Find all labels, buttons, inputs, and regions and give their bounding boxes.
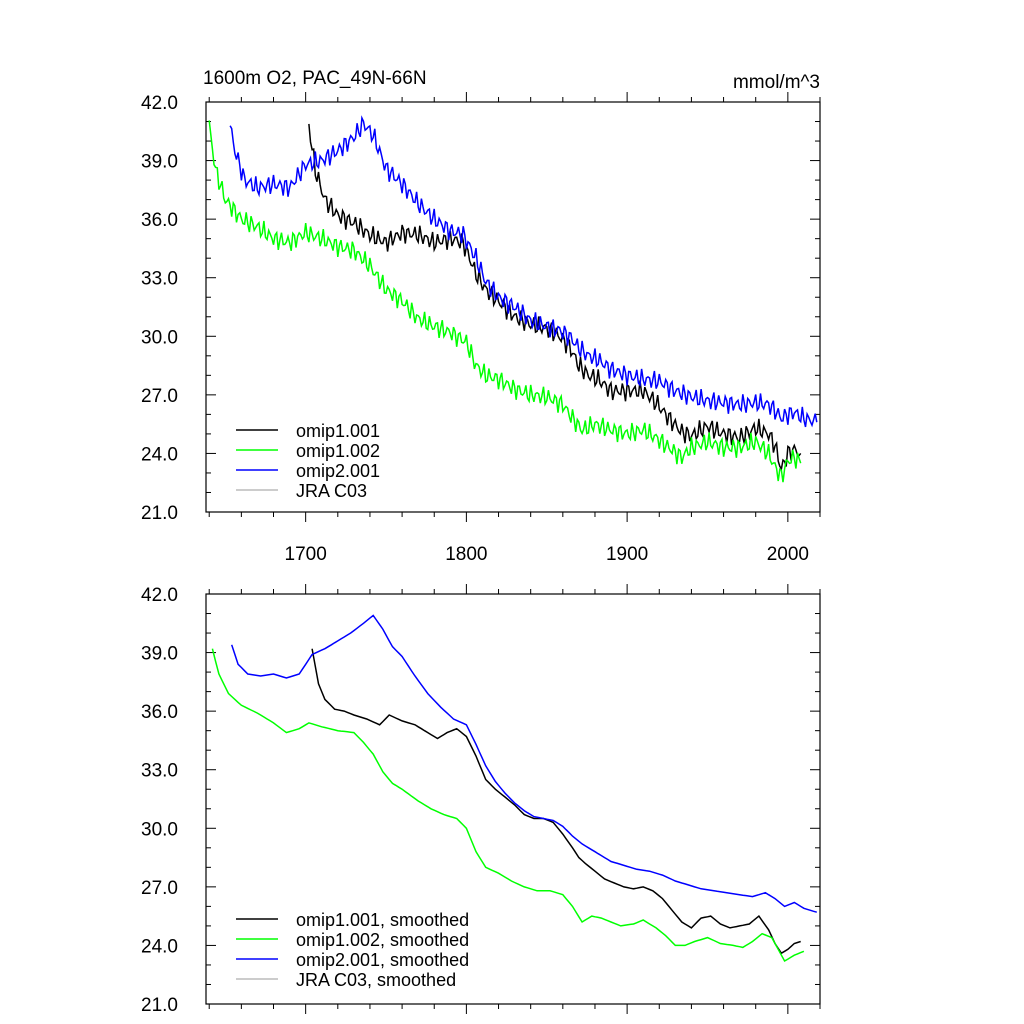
series-line <box>230 614 818 913</box>
series-line <box>208 120 802 483</box>
series-line <box>211 648 805 963</box>
series-line <box>311 648 801 955</box>
y-tick-label: 27.0 <box>141 386 178 407</box>
legend-label: omip2.001 <box>296 461 380 481</box>
series-line <box>229 115 818 428</box>
series-line <box>308 123 802 471</box>
chart-panel-bottom: 21.0 24.0 27.0 30.0 33.0 36.0 39.0 42.0 omip1.00… <box>141 584 821 1016</box>
y-tick-label: 36.0 <box>141 210 178 231</box>
y-tick-label: 33.0 <box>141 761 178 782</box>
plot-frame <box>205 593 821 1005</box>
x-tick-label: 1900 <box>606 544 648 565</box>
y-tick-label: 39.0 <box>141 152 178 173</box>
chart-panel-top: 21.0 24.0 27.0 30.0 33.0 36.0 39.0 42.0 1700 1800… <box>141 92 821 565</box>
y-tick-label: 21.0 <box>141 995 178 1016</box>
legend-label: omip1.001, smoothed <box>296 910 469 930</box>
legend-label: omip1.001 <box>296 421 380 441</box>
y-tick-label: 30.0 <box>141 327 178 348</box>
legend-label: omip1.002 <box>296 441 380 461</box>
plot-frame <box>205 101 821 513</box>
y-tick-label: 39.0 <box>141 644 178 665</box>
y-tick-label: 24.0 <box>141 936 178 957</box>
chart-units: mmol/m^3 <box>733 72 820 93</box>
x-tick-label: 2000 <box>767 544 809 565</box>
chart-title: 1600m O2, PAC_49N-66N <box>203 68 427 89</box>
x-tick-label: 1700 <box>285 544 327 565</box>
legend-label: omip2.001, smoothed <box>296 950 469 970</box>
y-tick-label: 24.0 <box>141 444 178 465</box>
y-tick-label: 36.0 <box>141 702 178 723</box>
legend-label: JRA C03, smoothed <box>296 970 456 990</box>
y-tick-label: 42.0 <box>141 93 178 114</box>
x-tick-label: 1800 <box>445 544 487 565</box>
legend-label: JRA C03 <box>296 481 367 501</box>
legend-label: omip1.002, smoothed <box>296 930 469 950</box>
y-tick-label: 42.0 <box>141 585 178 606</box>
y-tick-label: 27.0 <box>141 878 178 899</box>
y-tick-label: 30.0 <box>141 819 178 840</box>
y-tick-label: 21.0 <box>141 503 178 524</box>
y-tick-label: 33.0 <box>141 269 178 290</box>
